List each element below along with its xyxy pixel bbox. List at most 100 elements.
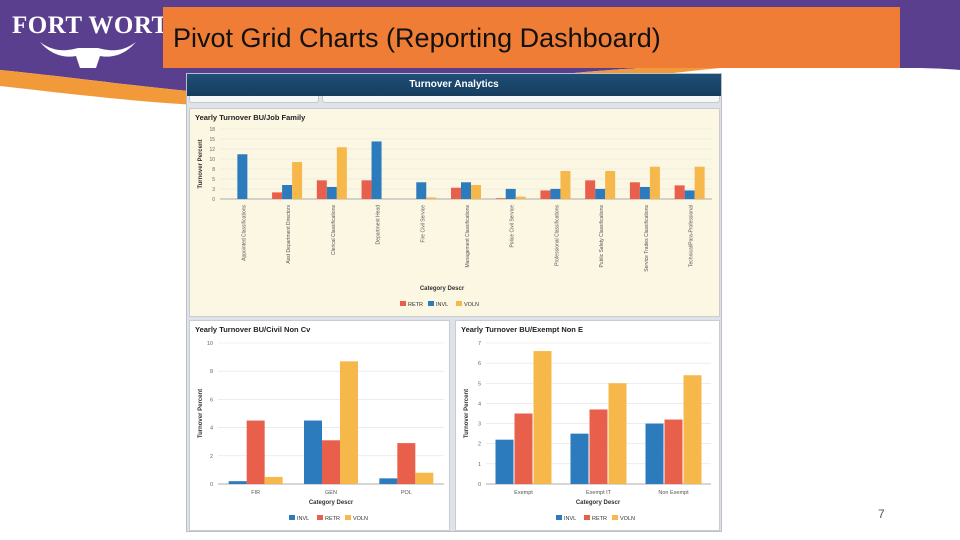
chart-title: Yearly Turnover BU/Job Family (195, 113, 306, 122)
x-tick-label: Exempt IT (586, 490, 612, 496)
legend-label-voln: VOLN (620, 516, 635, 522)
y-tick-label: 0 (210, 482, 213, 488)
chart-panel-job-family: Yearly Turnover BU/Job Family 0 3 5 8 10 12 15… (189, 108, 720, 317)
bar-retr (451, 187, 461, 199)
bar-voln (515, 196, 526, 199)
y-tick-label: 3 (478, 422, 481, 428)
bar-voln (560, 171, 571, 199)
y-axis-label: Turnover Percent (464, 389, 470, 438)
legend-label-retr: RETR (325, 516, 340, 522)
x-tick-label: Management Classifications (465, 205, 471, 268)
legend-swatch-retr (400, 301, 406, 306)
y-tick-label: 2 (478, 442, 481, 448)
legend-swatch-retr (584, 515, 590, 520)
bar-invl (282, 185, 293, 199)
x-axis-label: Category Descr (309, 500, 354, 506)
x-tick-label: Non Exempt (658, 490, 689, 496)
x-tick-label: Public Safety Classifications (599, 205, 605, 268)
legend-label-invl: INVL (436, 302, 448, 308)
chart-panel-civil-non-cv: Yearly Turnover BU/Civil Non Cv 0 2 4 6 8 10 T… (189, 320, 450, 531)
bar-voln (340, 361, 358, 484)
bar-retr (397, 443, 416, 484)
legend-label-voln: VOLN (353, 516, 368, 522)
dashboard-screenshot: Turnover Analytics Yearly Turnover BU/Jo… (186, 73, 722, 532)
y-tick-label: 6 (210, 397, 213, 403)
legend-label-voln: VOLN (464, 302, 479, 308)
y-axis-label: Turnover Percent (198, 389, 204, 438)
dashboard-header: Turnover Analytics (187, 74, 721, 96)
page-number: 7 (878, 507, 885, 521)
bar-retr (514, 413, 533, 484)
bar-voln (533, 351, 552, 484)
x-tick-label: POL (401, 490, 412, 496)
x-tick-label: Fire Civil Service (420, 205, 426, 243)
legend-swatch-invl (428, 301, 434, 306)
legend-label-invl: INVL (297, 516, 309, 522)
y-tick-label: 8 (210, 369, 213, 375)
x-axis-label: Category Descr (576, 500, 621, 506)
y-tick-label: 1 (478, 462, 481, 468)
bar-voln (694, 166, 705, 199)
x-axis-label: Category Descr (420, 286, 465, 292)
bar-voln (415, 472, 434, 484)
bar-voln (649, 166, 660, 199)
bar-invl (379, 478, 398, 484)
y-tick-label: 5 (478, 381, 481, 387)
y-tick-label: 8 (212, 167, 215, 173)
bar-voln (426, 197, 437, 199)
bar-invl (228, 481, 247, 484)
y-tick-label: 10 (207, 341, 213, 347)
bar-retr (272, 192, 283, 199)
dashboard-title: Turnover Analytics (409, 79, 499, 90)
y-tick-label: 2 (210, 454, 213, 460)
y-tick-label: 12 (209, 147, 215, 153)
y-tick-label: 5 (212, 177, 215, 183)
bar-retr (674, 185, 685, 199)
exempt-non-e-chart: 0 1 2 3 4 5 6 7 Turnover Percent Exempt Exempt IT N… (464, 341, 711, 522)
chart-panel-exempt-non-e: Yearly Turnover BU/Exempt Non E 0 1 2 3 4 5 6 7… (455, 320, 720, 531)
x-tick-label: Appointed Classifications (241, 205, 247, 261)
bar-retr (540, 190, 551, 199)
bar-retr (629, 182, 640, 199)
bar-retr (664, 419, 683, 484)
bar-invl (645, 423, 664, 484)
bar-invl (639, 186, 650, 199)
dashboard-subtab-left[interactable] (189, 96, 319, 103)
legend-label-retr: RETR (408, 302, 423, 308)
bar-retr (589, 409, 608, 484)
bar-voln (608, 383, 627, 484)
x-tick-label: FIR (251, 490, 260, 496)
y-tick-label: 4 (210, 426, 213, 432)
dashboard-subtab-right[interactable] (322, 96, 720, 103)
legend-label-retr: RETR (592, 516, 607, 522)
y-tick-label: 6 (478, 361, 481, 367)
bar-invl (595, 188, 606, 199)
civil-non-cv-chart: 0 2 4 6 8 10 Turnover Percent FIR GEN POL Category… (198, 341, 444, 522)
legend-label-invl: INVL (564, 516, 576, 522)
slide-title-bar: Pivot Grid Charts (Reporting Dashboard) (163, 7, 900, 68)
fort-worth-logo[interactable]: FORT WORTH® (8, 8, 197, 70)
job-family-chart: 0 3 5 8 10 12 15 18 Turnover Percent Appointed Cl… (198, 127, 712, 308)
y-tick-label: 3 (212, 187, 215, 193)
y-tick-label: 4 (478, 401, 481, 407)
slide-title: Pivot Grid Charts (Reporting Dashboard) (173, 23, 661, 53)
logo-text: FORT WORTH (12, 12, 189, 39)
legend-swatch-voln (345, 515, 351, 520)
x-tick-label: Professional Classifications (554, 205, 560, 266)
x-tick-label: Department Head (376, 205, 382, 245)
y-axis-label: Turnover Percent (198, 139, 204, 188)
bar-invl (237, 154, 248, 199)
legend-swatch-invl (556, 515, 562, 520)
x-tick-label: GEN (325, 490, 337, 496)
bar-retr (361, 180, 372, 199)
x-tick-label: Service Trades Classifications (644, 205, 650, 272)
x-tick-label: Exempt (514, 490, 533, 496)
bar-invl (326, 186, 337, 199)
bar-invl (505, 188, 516, 199)
longhorn-icon (40, 42, 136, 68)
legend-swatch-voln (456, 301, 462, 306)
legend-swatch-voln (612, 515, 618, 520)
bar-invl (550, 188, 561, 199)
bar-invl (371, 141, 382, 199)
bar-voln (683, 375, 702, 484)
